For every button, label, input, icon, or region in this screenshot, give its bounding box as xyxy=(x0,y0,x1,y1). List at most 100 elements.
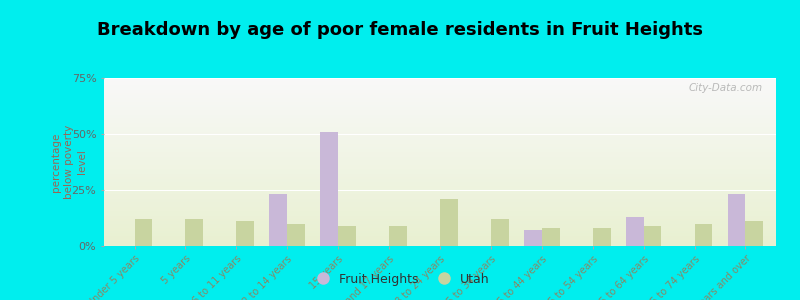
Bar xyxy=(104,83,776,85)
Bar xyxy=(104,86,776,88)
Bar xyxy=(104,127,776,128)
Bar xyxy=(287,224,305,246)
Bar xyxy=(104,135,776,137)
Bar xyxy=(104,207,776,209)
Bar xyxy=(104,201,776,202)
Bar xyxy=(104,140,776,142)
Bar xyxy=(104,150,776,152)
Bar xyxy=(746,221,763,246)
Bar xyxy=(104,179,776,181)
Bar xyxy=(104,142,776,143)
Bar xyxy=(104,106,776,108)
Bar xyxy=(104,192,776,194)
Bar xyxy=(104,110,776,112)
Bar xyxy=(104,223,776,224)
Bar xyxy=(104,162,776,164)
Bar xyxy=(320,132,338,246)
Bar xyxy=(104,172,776,174)
Bar xyxy=(104,212,776,214)
Bar xyxy=(104,169,776,170)
Bar xyxy=(104,182,776,184)
Bar xyxy=(104,85,776,86)
Bar xyxy=(389,226,407,246)
Bar xyxy=(104,211,776,212)
Bar xyxy=(104,125,776,127)
Bar xyxy=(104,117,776,118)
Bar xyxy=(104,177,776,179)
Bar xyxy=(104,236,776,238)
Bar xyxy=(104,181,776,182)
Bar xyxy=(104,241,776,243)
Bar xyxy=(104,81,776,83)
Bar xyxy=(104,105,776,106)
Bar xyxy=(104,226,776,227)
Bar xyxy=(694,224,712,246)
Bar xyxy=(104,219,776,221)
Bar xyxy=(104,231,776,232)
Bar xyxy=(104,145,776,147)
Bar xyxy=(104,98,776,100)
Bar xyxy=(104,80,776,81)
Bar xyxy=(104,185,776,187)
Bar xyxy=(104,196,776,197)
Bar xyxy=(104,103,776,105)
Bar xyxy=(104,214,776,216)
Text: City-Data.com: City-Data.com xyxy=(689,83,762,93)
Bar xyxy=(104,243,776,244)
Bar xyxy=(186,219,203,246)
Y-axis label: percentage
below poverty
level: percentage below poverty level xyxy=(50,125,87,199)
Bar xyxy=(104,88,776,90)
Bar xyxy=(104,174,776,176)
Bar xyxy=(104,187,776,189)
Bar xyxy=(104,92,776,93)
Bar xyxy=(104,239,776,241)
Bar xyxy=(104,101,776,103)
Bar xyxy=(104,120,776,122)
Bar xyxy=(104,130,776,132)
Bar xyxy=(104,221,776,223)
Bar xyxy=(104,232,776,234)
Bar xyxy=(236,221,254,246)
Bar xyxy=(104,229,776,231)
Bar xyxy=(728,194,746,246)
Bar xyxy=(104,209,776,211)
Bar xyxy=(542,228,560,246)
Bar xyxy=(104,238,776,239)
Bar xyxy=(104,194,776,196)
Bar xyxy=(104,197,776,199)
Bar xyxy=(104,167,776,169)
Bar xyxy=(104,190,776,192)
Bar xyxy=(104,112,776,113)
Bar xyxy=(104,216,776,218)
Bar xyxy=(104,164,776,165)
Legend: Fruit Heights, Utah: Fruit Heights, Utah xyxy=(306,268,494,291)
Bar xyxy=(104,157,776,159)
Bar xyxy=(104,165,776,167)
Bar xyxy=(104,176,776,177)
Bar xyxy=(440,199,458,246)
Bar xyxy=(104,139,776,140)
Bar xyxy=(104,97,776,98)
Bar xyxy=(104,234,776,236)
Bar xyxy=(104,199,776,201)
Bar xyxy=(104,148,776,150)
Bar xyxy=(104,204,776,206)
Bar xyxy=(104,159,776,160)
Bar xyxy=(104,189,776,190)
Bar xyxy=(104,170,776,172)
Bar xyxy=(626,217,644,246)
Bar xyxy=(104,244,776,246)
Bar xyxy=(593,228,610,246)
Bar xyxy=(104,123,776,125)
Bar xyxy=(644,226,662,246)
Bar xyxy=(104,184,776,185)
Bar xyxy=(104,93,776,95)
Bar xyxy=(104,224,776,226)
Bar xyxy=(104,160,776,162)
Bar xyxy=(104,143,776,145)
Bar xyxy=(104,95,776,97)
Bar xyxy=(104,155,776,157)
Bar xyxy=(104,78,776,80)
Bar xyxy=(104,100,776,101)
Bar xyxy=(134,219,152,246)
